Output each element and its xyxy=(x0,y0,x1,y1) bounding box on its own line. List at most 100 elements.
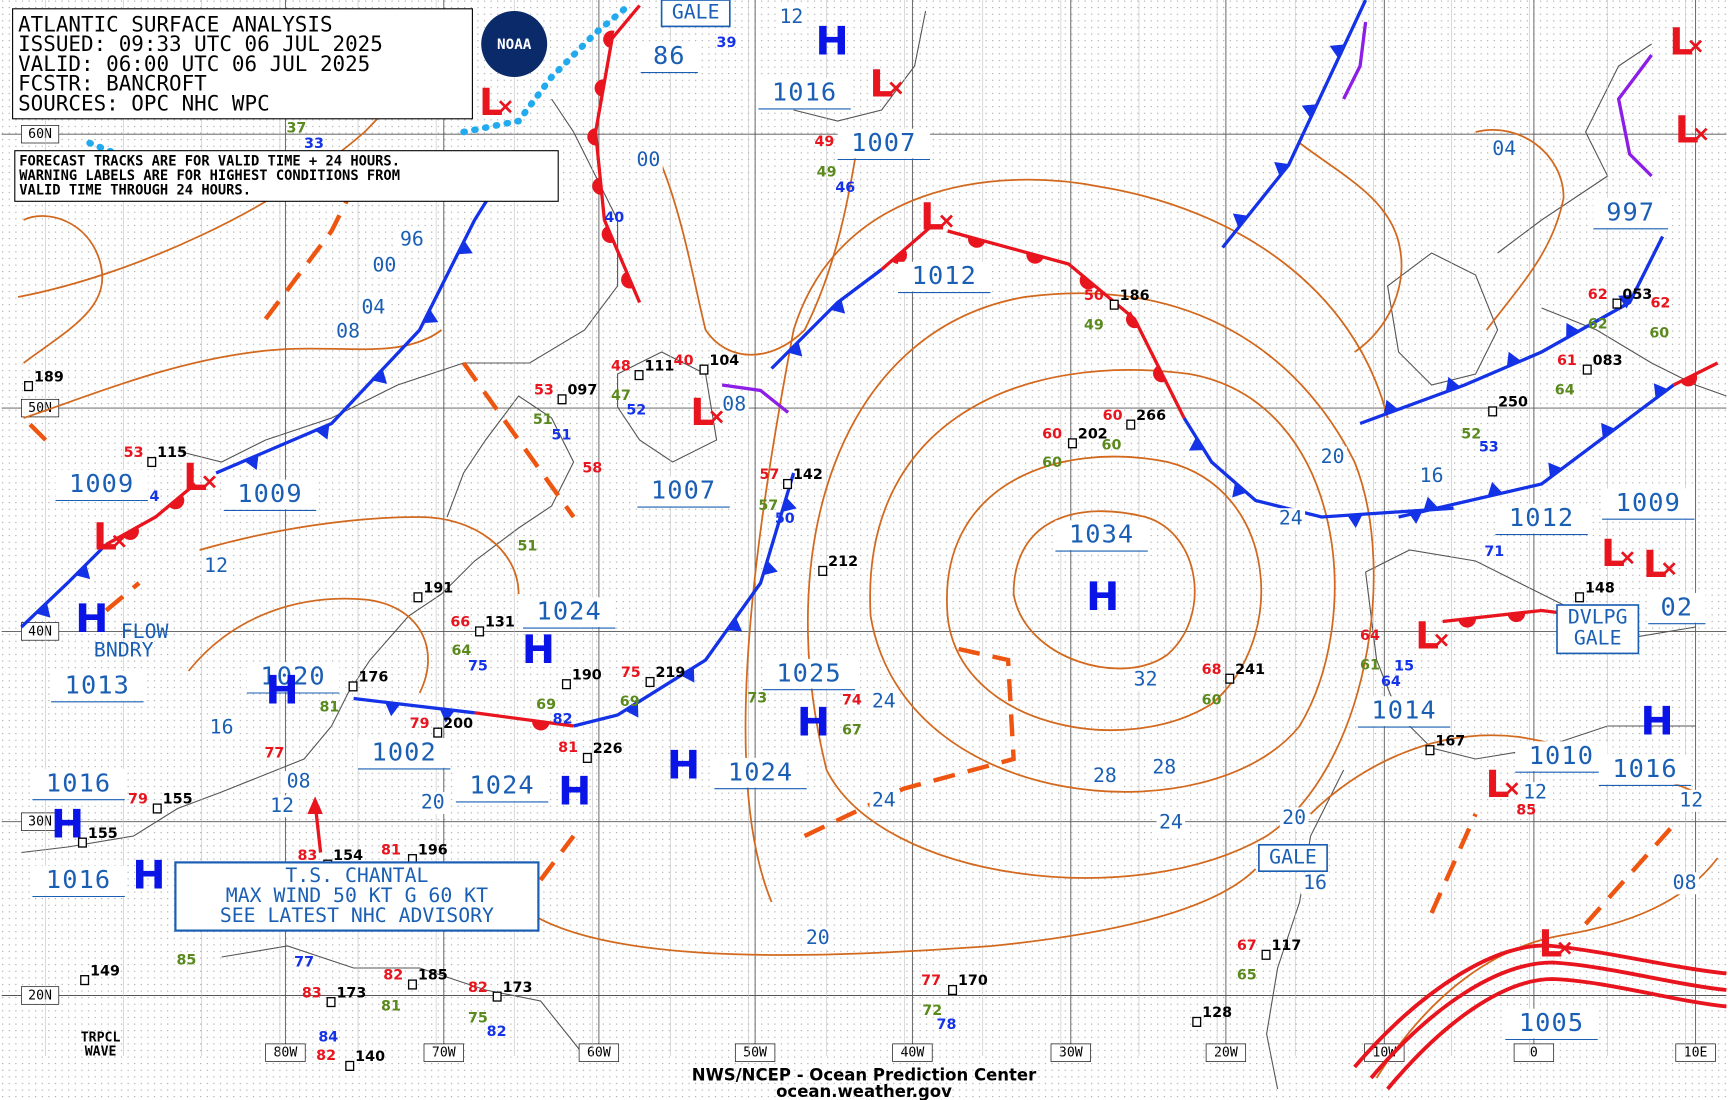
low-marker xyxy=(940,214,953,228)
cold-front-pip xyxy=(762,560,778,576)
station-dewpoint: 65 xyxy=(1237,968,1257,984)
isobar-label-bg xyxy=(1489,138,1519,161)
isobar-label-bg xyxy=(359,297,388,319)
isobar-label-bg xyxy=(634,149,663,172)
boundary-label: BNDRY xyxy=(94,639,154,662)
station-other: 40 xyxy=(604,210,624,226)
station-pressure: 155 xyxy=(163,792,193,808)
longitude-label: 30W xyxy=(1059,1046,1083,1061)
station-pressure: 212 xyxy=(828,554,858,570)
station-other: 84 xyxy=(318,1029,338,1045)
logo xyxy=(481,11,548,77)
isobar-label: 24 xyxy=(1279,507,1303,530)
station-other: 50 xyxy=(775,511,795,527)
squall-line xyxy=(1353,943,1727,1069)
station-marker xyxy=(348,681,358,692)
pressure-label: 1012 xyxy=(1509,503,1574,532)
isobar-label-bg xyxy=(370,255,399,278)
isobar-label-bg xyxy=(1417,465,1446,488)
station-marker xyxy=(345,1060,355,1071)
storm-line: T.S. CHANTAL xyxy=(285,864,428,887)
isobar-label: 12 xyxy=(270,794,294,817)
pressure-label-bg xyxy=(1055,520,1148,550)
station-temperature: 48 xyxy=(611,358,631,374)
squall-line xyxy=(1369,960,1727,1080)
isobar-label-bg xyxy=(1150,756,1179,779)
cold-front-pip xyxy=(1383,399,1399,415)
header-line: ATLANTIC SURFACE ANALYSIS xyxy=(18,12,332,36)
isobar-label-bg xyxy=(719,393,749,416)
isobar-label-bg xyxy=(1131,668,1160,691)
cold-front xyxy=(353,696,475,715)
header-line: SOURCES: OPC NHC WPC xyxy=(18,92,270,116)
station-dewpoint: 64 xyxy=(451,643,471,659)
longitude-label: 50W xyxy=(743,1046,767,1061)
high-center: H xyxy=(522,627,555,673)
footer-line: NWS/NCEP - Ocean Prediction Center xyxy=(692,1065,1037,1084)
isobar-label: 32 xyxy=(1134,667,1158,690)
pressure-label: 1016 xyxy=(46,865,111,894)
cold-front-pip xyxy=(830,298,846,314)
isobar-label-bg xyxy=(1090,765,1120,788)
station-temperature: 62 xyxy=(1588,287,1608,303)
station-marker xyxy=(1067,438,1077,449)
station-dewpoint: 72 xyxy=(922,1003,942,1019)
station-other: 82 xyxy=(487,1024,507,1040)
cold-front-pip xyxy=(1347,514,1363,528)
station-marker xyxy=(948,984,958,996)
warm-front xyxy=(880,224,934,271)
station-marker xyxy=(1126,419,1136,430)
isobar-label: 16 xyxy=(210,716,234,739)
low-center: L xyxy=(1643,542,1667,586)
latitude-label: 20N xyxy=(28,989,52,1004)
pressure-label: 1024 xyxy=(728,757,793,786)
station-pressure: 189 xyxy=(34,369,64,385)
storm-line: MAX WIND 50 KT G 60 KT xyxy=(226,884,488,907)
isobar-label: 12 xyxy=(204,554,228,577)
cold-front-pip xyxy=(75,564,91,580)
low-marker xyxy=(203,475,216,489)
station-dewpoint: 69 xyxy=(620,694,640,710)
station-other: 4 xyxy=(150,489,160,505)
station-marker xyxy=(407,979,417,990)
longitude-label: 20W xyxy=(1214,1046,1238,1061)
low-marker xyxy=(1694,127,1708,141)
station-pressure: 226 xyxy=(593,741,623,757)
station-dewpoint: 81 xyxy=(381,998,401,1014)
station-temperature: 50 xyxy=(1084,288,1104,304)
isobar-label: 16 xyxy=(1303,871,1327,894)
pressure-label: 1025 xyxy=(776,658,841,687)
station-marker xyxy=(1582,364,1592,375)
high-center: H xyxy=(1086,574,1119,620)
warning-label: GALE xyxy=(672,1,720,24)
low-center: L xyxy=(93,515,117,559)
station-dewpoint: 67 xyxy=(842,722,862,738)
high-center: H xyxy=(667,742,700,788)
longitude-label: 40W xyxy=(900,1046,924,1061)
station-temperature: 53 xyxy=(534,383,554,399)
high-center: H xyxy=(558,769,591,815)
high-center: H xyxy=(132,852,165,898)
header-line: VALID: 06:00 UTC 06 JUL 2025 xyxy=(18,52,370,76)
low-center: L xyxy=(1538,921,1562,965)
isobar-label: 20 xyxy=(806,926,830,949)
occluded-front xyxy=(721,383,790,414)
station-dewpoint: 47 xyxy=(611,388,631,404)
pressure-label-bg xyxy=(32,865,125,896)
cold-front-pip xyxy=(781,497,797,512)
station-temperature: 79 xyxy=(128,792,148,808)
station-pressure: 176 xyxy=(358,670,388,686)
station-temperature: 62 xyxy=(1650,296,1670,312)
pressure-label-bg xyxy=(523,597,616,627)
station-marker xyxy=(1261,949,1271,960)
low-center: L xyxy=(479,80,503,124)
warm-front-pip xyxy=(967,236,986,248)
cold-front-pip xyxy=(1232,213,1249,228)
station-marker xyxy=(475,626,485,637)
pressure-label-bg xyxy=(32,768,125,799)
station-pressure: 104 xyxy=(709,353,739,369)
pressure-label-bg xyxy=(455,771,549,801)
pressure-label: 1016 xyxy=(772,78,837,107)
cold-front-pip xyxy=(1445,376,1461,392)
